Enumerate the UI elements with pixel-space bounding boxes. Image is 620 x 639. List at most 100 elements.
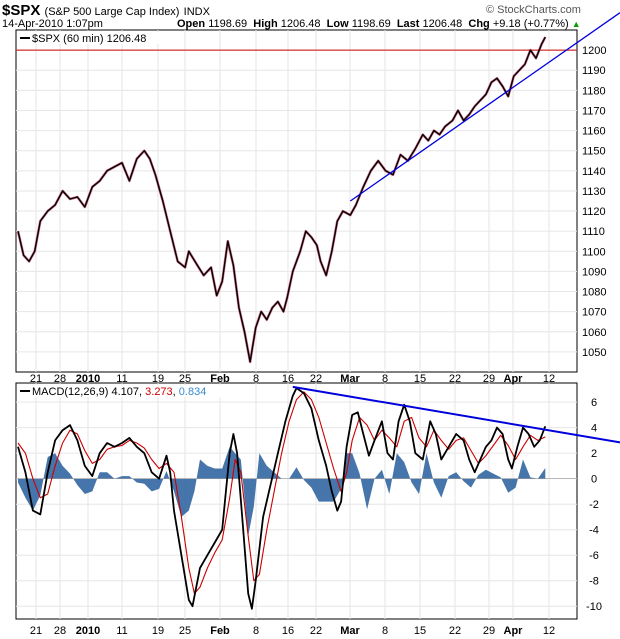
symbol-description: (S&P 500 Large Cap Index) — [44, 6, 180, 18]
price-y-tick-label: 1120 — [582, 206, 606, 218]
price-x-tick-label: 11 — [116, 373, 127, 385]
macd-y-tick-label: 2 — [591, 448, 597, 460]
exchange: INDX — [183, 6, 210, 18]
macd-x-tick-label: 8 — [253, 625, 259, 637]
macd-signal-line — [17, 391, 546, 595]
macd-x-tick-label: 2010 — [76, 625, 100, 637]
macd-y-tick-label: -10 — [586, 601, 602, 613]
price-x-tick-label: Apr — [504, 373, 524, 385]
price-y-tick-label: 1190 — [582, 65, 606, 77]
price-x-tick-label: 22 — [449, 373, 461, 385]
macd-y-tick-label: 4 — [591, 423, 597, 435]
symbol: $SPX — [2, 2, 41, 19]
price-y-tick-label: 1090 — [582, 266, 606, 278]
macd-x-tick-label: 19 — [152, 625, 164, 637]
macd-histogram-area — [18, 446, 546, 537]
chg-arrow-icon: ▲ — [571, 19, 581, 29]
price-y-tick-label: 1180 — [582, 85, 606, 97]
low-label: Low — [326, 18, 349, 30]
price-x-tick-label: 16 — [282, 373, 294, 385]
macd-x-tick-label: 11 — [116, 625, 127, 637]
price-x-tick-label: 28 — [54, 373, 66, 385]
price-legend: $SPX (60 min) 1206.48 — [20, 33, 146, 45]
macd-legend-bg — [18, 385, 232, 397]
price-legend-text: $SPX (60 min) 1206.48 — [32, 33, 146, 45]
price-x-tick-label: 25 — [179, 373, 191, 385]
chart-title: $SPX (S&P 500 Large Cap Index) INDX — [2, 2, 210, 19]
price-x-tick-label: 19 — [152, 373, 164, 385]
grid — [16, 30, 577, 619]
macd-legend-label: MACD(12,26,9) — [32, 386, 108, 398]
price-y-tick-label: 1130 — [582, 186, 606, 198]
macd-legend-text: MACD(12,26,9) 4.107, 3.273, 0.834 — [32, 386, 206, 398]
price-x-tick-label: 22 — [310, 373, 322, 385]
price-x-tick-label: Feb — [210, 373, 230, 385]
macd-x-tick-label: 22 — [310, 625, 322, 637]
macd-x-tick-label: 29 — [483, 625, 495, 637]
chg-label: Chg — [468, 18, 490, 30]
price-x-tick-label: Mar — [340, 373, 360, 385]
price-y-tick-label: 1100 — [582, 246, 606, 258]
macd-y-tick-label: -4 — [589, 525, 599, 537]
axis-ticks: 2121282820102010111119192525FebFeb881616… — [30, 45, 607, 637]
macd-x-tick-label: 8 — [382, 625, 388, 637]
price-x-tick-label: 21 — [30, 373, 42, 385]
macd-x-tick-label: 15 — [414, 625, 426, 637]
macd-legend-macd: 4.107 — [111, 386, 139, 398]
macd-histogram — [16, 446, 577, 537]
price-x-tick-label: 29 — [483, 373, 495, 385]
last-value: 1206.48 — [422, 18, 463, 30]
quote-line: 14-Apr-2010 1:07pm Open 1198.69 High 120… — [2, 18, 581, 30]
macd-x-tick-label: Mar — [340, 625, 360, 637]
price-y-tick-label: 1170 — [582, 105, 606, 117]
macd-x-tick-label: 22 — [449, 625, 461, 637]
macd-y-tick-label: -6 — [589, 550, 599, 562]
open-label: Open — [177, 18, 206, 30]
price-x-tick-label: 2010 — [76, 373, 100, 385]
price-x-tick-label: 8 — [253, 373, 259, 385]
datetime: 14-Apr-2010 1:07pm — [2, 18, 103, 30]
price-y-tick-label: 1160 — [582, 126, 606, 138]
high-value: 1206.48 — [280, 18, 321, 30]
price-y-tick-label: 1080 — [582, 287, 606, 299]
macd-x-tick-label: 16 — [282, 625, 294, 637]
macd-x-tick-label: 21 — [30, 625, 42, 637]
macd-legend-hist: 0.834 — [179, 386, 207, 398]
macd-x-tick-label: 12 — [543, 625, 555, 637]
macd-x-tick-label: 25 — [179, 625, 191, 637]
macd-x-tick-label: Feb — [210, 625, 230, 637]
price-y-tick-label: 1150 — [582, 146, 606, 158]
last-label: Last — [396, 18, 420, 30]
macd-panel — [15, 382, 578, 620]
macd-x-tick-label: Apr — [504, 625, 524, 637]
price-legend-bg — [18, 32, 170, 44]
macd-main-line — [17, 387, 547, 610]
macd-x-tick-label: 28 — [54, 625, 66, 637]
price-y-tick-label: 1070 — [582, 307, 606, 319]
price-y-tick-label: 1200 — [582, 45, 606, 57]
macd-y-tick-label: -8 — [589, 576, 599, 588]
price-y-tick-label: 1060 — [582, 327, 606, 339]
macd-y-tick-label: -2 — [589, 499, 599, 511]
credit: © StockCharts.com — [486, 4, 581, 16]
open-value: 1198.69 — [208, 18, 248, 30]
high-label: High — [253, 18, 278, 30]
series-lines — [16, 12, 620, 610]
price-support-line — [349, 12, 620, 202]
price-x-tick-label: 15 — [414, 373, 426, 385]
price-y-tick-label: 1140 — [582, 166, 606, 178]
macd-legend: MACD(12,26,9) 4.107, 3.273, 0.834 — [20, 386, 206, 398]
price-y-tick-label: 1050 — [582, 347, 606, 359]
price-x-tick-label: 8 — [382, 373, 388, 385]
macd-trend-line — [292, 385, 620, 444]
macd-legend-signal: 3.273 — [145, 386, 173, 398]
price-y-tick-label: 1110 — [582, 226, 605, 238]
quote-values: Open 1198.69 High 1206.48 Low 1198.69 La… — [177, 18, 581, 30]
macd-y-tick-label: 0 — [591, 474, 597, 486]
low-value: 1198.69 — [351, 18, 391, 30]
macd-y-tick-label: 6 — [591, 397, 597, 409]
chg-value: +9.18 (+0.77%) — [492, 18, 569, 30]
price-x-tick-label: 12 — [543, 373, 555, 385]
price-series-line — [17, 36, 546, 363]
